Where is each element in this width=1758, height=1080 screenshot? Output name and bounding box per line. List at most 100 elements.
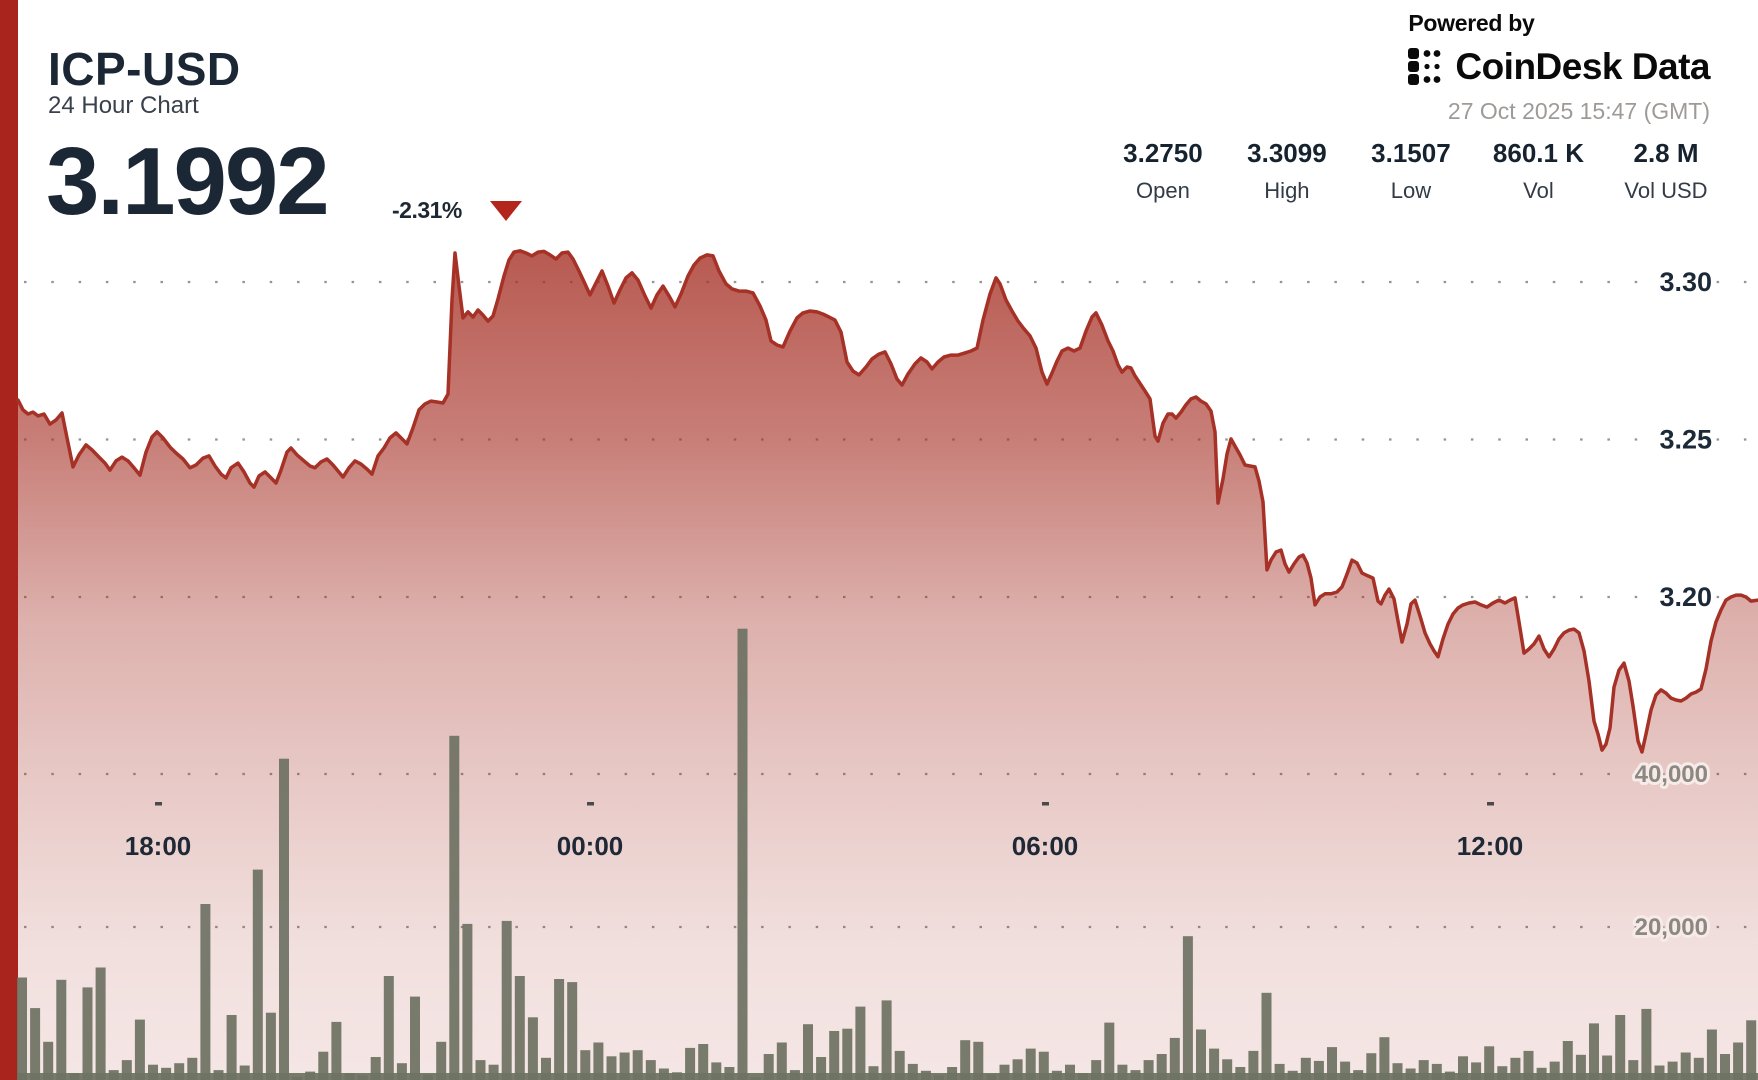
volume-bar bbox=[685, 1047, 696, 1080]
volume-bar bbox=[1667, 1061, 1678, 1080]
volume-bar bbox=[1706, 1029, 1717, 1080]
volume-bar bbox=[763, 1054, 774, 1080]
volume-bar bbox=[1589, 1023, 1599, 1080]
volume-baseline bbox=[18, 1073, 1758, 1080]
stat-high-value: 3.3099 bbox=[1247, 138, 1327, 168]
y-label-volume-20,000: 20,000 bbox=[1635, 914, 1708, 941]
volume-bar bbox=[1327, 1047, 1337, 1080]
volume-bar bbox=[1392, 1063, 1403, 1080]
volume-bar bbox=[1012, 1059, 1023, 1080]
volume-bar bbox=[606, 1056, 617, 1080]
volume-bar bbox=[1523, 1050, 1534, 1080]
volume-bar bbox=[187, 1057, 198, 1080]
volume-bar bbox=[1458, 1056, 1468, 1080]
volume-bar bbox=[43, 1041, 54, 1080]
x-label-06:00: 06:00 bbox=[1012, 831, 1079, 861]
y-label-price-3.25: 3.25 bbox=[1659, 425, 1712, 455]
volume-bar bbox=[1313, 1060, 1324, 1080]
volume-bar bbox=[1261, 992, 1272, 1080]
chart-subtitle: 24 Hour Chart bbox=[48, 92, 199, 119]
volume-bar bbox=[226, 1015, 237, 1080]
volume-bar bbox=[200, 904, 211, 1080]
timestamp: 27 Oct 2025 15:47 (GMT) bbox=[1447, 98, 1710, 124]
volume-bar bbox=[1510, 1057, 1521, 1080]
coindesk-logo-icon bbox=[1408, 48, 1441, 85]
volume-bar bbox=[252, 869, 263, 1080]
volume-bar bbox=[1209, 1048, 1220, 1080]
volume-bar bbox=[514, 976, 525, 1080]
volume-bar bbox=[436, 1041, 447, 1080]
volume-bar bbox=[17, 977, 27, 1080]
volume-bar bbox=[1471, 1062, 1482, 1080]
volume-bar bbox=[331, 1021, 342, 1080]
branding-block: Powered by CoinDesk Data 27 Oct 2025 15:… bbox=[1408, 10, 1710, 125]
volume-bar bbox=[95, 967, 106, 1080]
left-accent-bar bbox=[0, 0, 18, 1080]
volume-bar bbox=[148, 1064, 158, 1080]
volume-bar bbox=[1143, 1060, 1154, 1080]
volume-bar bbox=[1575, 1054, 1586, 1080]
volume-bar bbox=[816, 1057, 827, 1080]
volume-bar bbox=[632, 1050, 643, 1080]
stat-open-value: 3.2750 bbox=[1123, 138, 1203, 168]
volume-bar bbox=[619, 1052, 630, 1080]
x-tick-18:00 bbox=[155, 802, 162, 806]
volume-bar bbox=[527, 1017, 538, 1080]
volume-bar bbox=[1562, 1041, 1573, 1080]
volume-bar bbox=[239, 1065, 250, 1080]
volume-bar bbox=[1693, 1057, 1704, 1080]
y-label-volume-40,000: 40,000 bbox=[1635, 761, 1708, 788]
volume-bar bbox=[1366, 1053, 1377, 1080]
stat-high: 3.3099 High bbox=[1245, 138, 1329, 204]
volume-bar bbox=[999, 1064, 1010, 1080]
y-label-price-3.20: 3.20 bbox=[1659, 582, 1712, 612]
volume-bar bbox=[1680, 1052, 1691, 1080]
volume-bar bbox=[960, 1040, 971, 1080]
volume-bar bbox=[318, 1051, 329, 1080]
volume-bar bbox=[1641, 1008, 1652, 1080]
volume-bar bbox=[370, 1057, 381, 1080]
ohlc-stats-row: 3.2750 Open 3.3099 High 3.1507 Low 860.1… bbox=[1081, 138, 1708, 204]
stat-vol-label: Vol bbox=[1523, 178, 1554, 203]
volume-bar bbox=[449, 735, 460, 1080]
volume-bar bbox=[1182, 936, 1193, 1080]
volume-bar bbox=[1117, 1064, 1128, 1080]
stat-open: 3.2750 Open bbox=[1121, 138, 1205, 204]
stat-vol-usd-label: Vol USD bbox=[1624, 178, 1708, 203]
powered-by-label: Powered by bbox=[1408, 10, 1535, 36]
volume-bar bbox=[1300, 1057, 1311, 1080]
volume-bar bbox=[265, 1012, 276, 1080]
volume-bar bbox=[1654, 1065, 1665, 1080]
volume-bar bbox=[842, 1028, 853, 1080]
volume-bar bbox=[1274, 1063, 1285, 1080]
last-price: 3.1992 bbox=[46, 128, 330, 235]
volume-bar bbox=[462, 923, 473, 1080]
volume-bar bbox=[1104, 1022, 1115, 1080]
volume-bar bbox=[829, 1031, 840, 1080]
volume-bar bbox=[1222, 1059, 1233, 1080]
volume-bar bbox=[82, 987, 93, 1080]
volume-bar bbox=[567, 982, 578, 1080]
stat-vol-usd: 2.8 M Vol USD bbox=[1624, 138, 1708, 204]
volume-bar bbox=[973, 1041, 984, 1080]
volume-bar bbox=[174, 1063, 185, 1080]
stat-low-label: Low bbox=[1390, 178, 1432, 203]
volume-bar bbox=[1720, 1054, 1730, 1080]
x-tick-00:00 bbox=[587, 802, 594, 806]
volume-bar bbox=[541, 1057, 551, 1080]
volume-bar bbox=[1379, 1037, 1390, 1080]
volume-bar bbox=[1156, 1054, 1167, 1080]
x-tick-12:00 bbox=[1487, 802, 1494, 806]
x-label-12:00: 12:00 bbox=[1457, 831, 1524, 861]
volume-bar bbox=[1628, 1060, 1639, 1080]
volume-bar bbox=[1248, 1050, 1259, 1080]
volume-bar bbox=[121, 1060, 132, 1080]
volume-bar bbox=[1615, 1015, 1626, 1080]
volume-bar bbox=[1733, 1042, 1744, 1080]
volume-bar bbox=[881, 1000, 892, 1080]
volume-bar bbox=[855, 1006, 866, 1080]
volume-bar bbox=[1340, 1061, 1351, 1080]
volume-bar bbox=[383, 976, 394, 1080]
